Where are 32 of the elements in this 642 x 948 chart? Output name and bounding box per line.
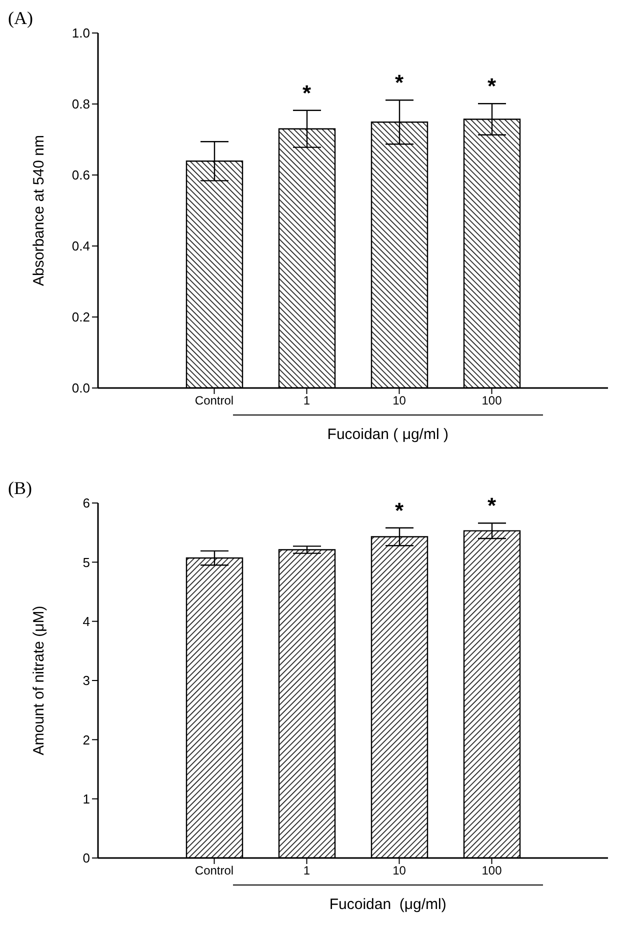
x-tick-label: 100 — [482, 864, 502, 878]
y-tick-label: 5 — [82, 554, 90, 570]
x-tick-label: 10 — [392, 864, 406, 878]
x-tick-label: 1 — [303, 394, 310, 408]
x-tick-label: 1 — [303, 864, 310, 878]
y-tick-label: 2 — [82, 732, 90, 748]
chart-title: (A) — [8, 8, 33, 29]
chart-title: (B) — [8, 478, 32, 499]
data-label: * — [487, 74, 496, 99]
y-tick-label: 3 — [82, 673, 90, 688]
data-label: * — [487, 493, 496, 518]
y-tick-label: 1.0 — [72, 26, 90, 41]
data-label: * — [302, 80, 312, 106]
y-tick-label: 0.2 — [72, 310, 90, 325]
x-tick-label: 100 — [482, 394, 502, 408]
y-tick-label: 4 — [82, 614, 90, 629]
y-tick-label: 6 — [82, 496, 90, 511]
data-label: * — [394, 498, 404, 523]
y-axis-title: Amount of nitrate (μM) — [30, 606, 48, 756]
y-tick-label: 0 — [82, 850, 90, 866]
x-axis-title: Fucoidan ( μg/ml ) — [326, 426, 450, 443]
x-tick-label: Control — [194, 864, 234, 878]
y-axis-title: Absorbance at 540 nm — [30, 135, 48, 286]
y-tick-label: 0.8 — [72, 96, 90, 112]
y-tick-label: 0.6 — [72, 168, 90, 183]
x-tick-label: 10 — [392, 394, 406, 408]
y-tick-label: 0.4 — [72, 238, 90, 254]
x-tick-label: Control — [194, 394, 234, 408]
data-label: * — [394, 70, 404, 96]
y-tick-label: 0.0 — [72, 380, 90, 396]
x-axis-title: Fucoidan (μg/ml) — [328, 896, 448, 913]
y-tick-label: 1 — [82, 791, 90, 806]
